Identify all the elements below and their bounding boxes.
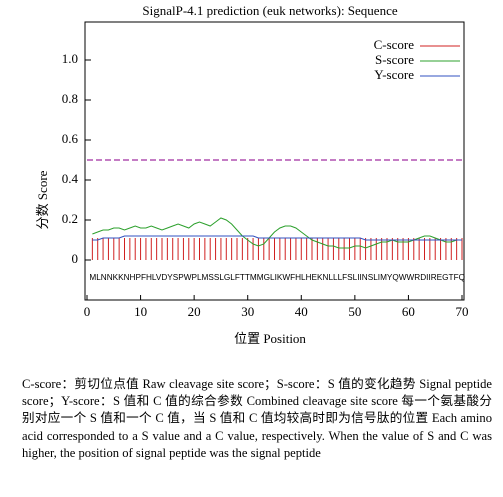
chart-title: SignalP-4.1 prediction (euk networks): S… [142, 3, 397, 18]
x-tick-label: 40 [295, 304, 308, 319]
x-tick-label: 60 [402, 304, 415, 319]
y-tick-label: 0.6 [62, 131, 79, 146]
x-tick-label: 50 [348, 304, 361, 319]
x-tick-label: 70 [456, 304, 469, 319]
y-tick-label: 0.2 [62, 211, 78, 226]
sequence: MLNNKKNHPFHLVDYSPWPLMSSLGLFTTMMGLIKWFHLH… [89, 273, 465, 282]
x-tick-label: 20 [188, 304, 201, 319]
score-line [92, 217, 462, 249]
chart: SignalP-4.1 prediction (euk networks): S… [35, 3, 469, 346]
y-tick-label: 1.0 [62, 51, 78, 66]
caption: C-score：剪切位点值 Raw cleavage site score；S-… [22, 377, 492, 460]
x-axis-label: 位置 Position [234, 331, 306, 346]
x-tick-label: 10 [134, 304, 147, 319]
legend-label: S-score [375, 52, 414, 67]
y-tick-label: 0.4 [62, 171, 79, 186]
x-tick-label: 30 [241, 304, 254, 319]
legend-label: Y-score [374, 67, 414, 82]
score-line [92, 235, 462, 241]
legend-label: C-score [374, 37, 415, 52]
y-axis-label: 分数 Score [35, 170, 50, 229]
plot-frame [84, 21, 465, 301]
y-tick-label: 0 [72, 251, 79, 266]
x-tick-label: 0 [84, 304, 91, 319]
y-tick-label: 0.8 [62, 91, 78, 106]
